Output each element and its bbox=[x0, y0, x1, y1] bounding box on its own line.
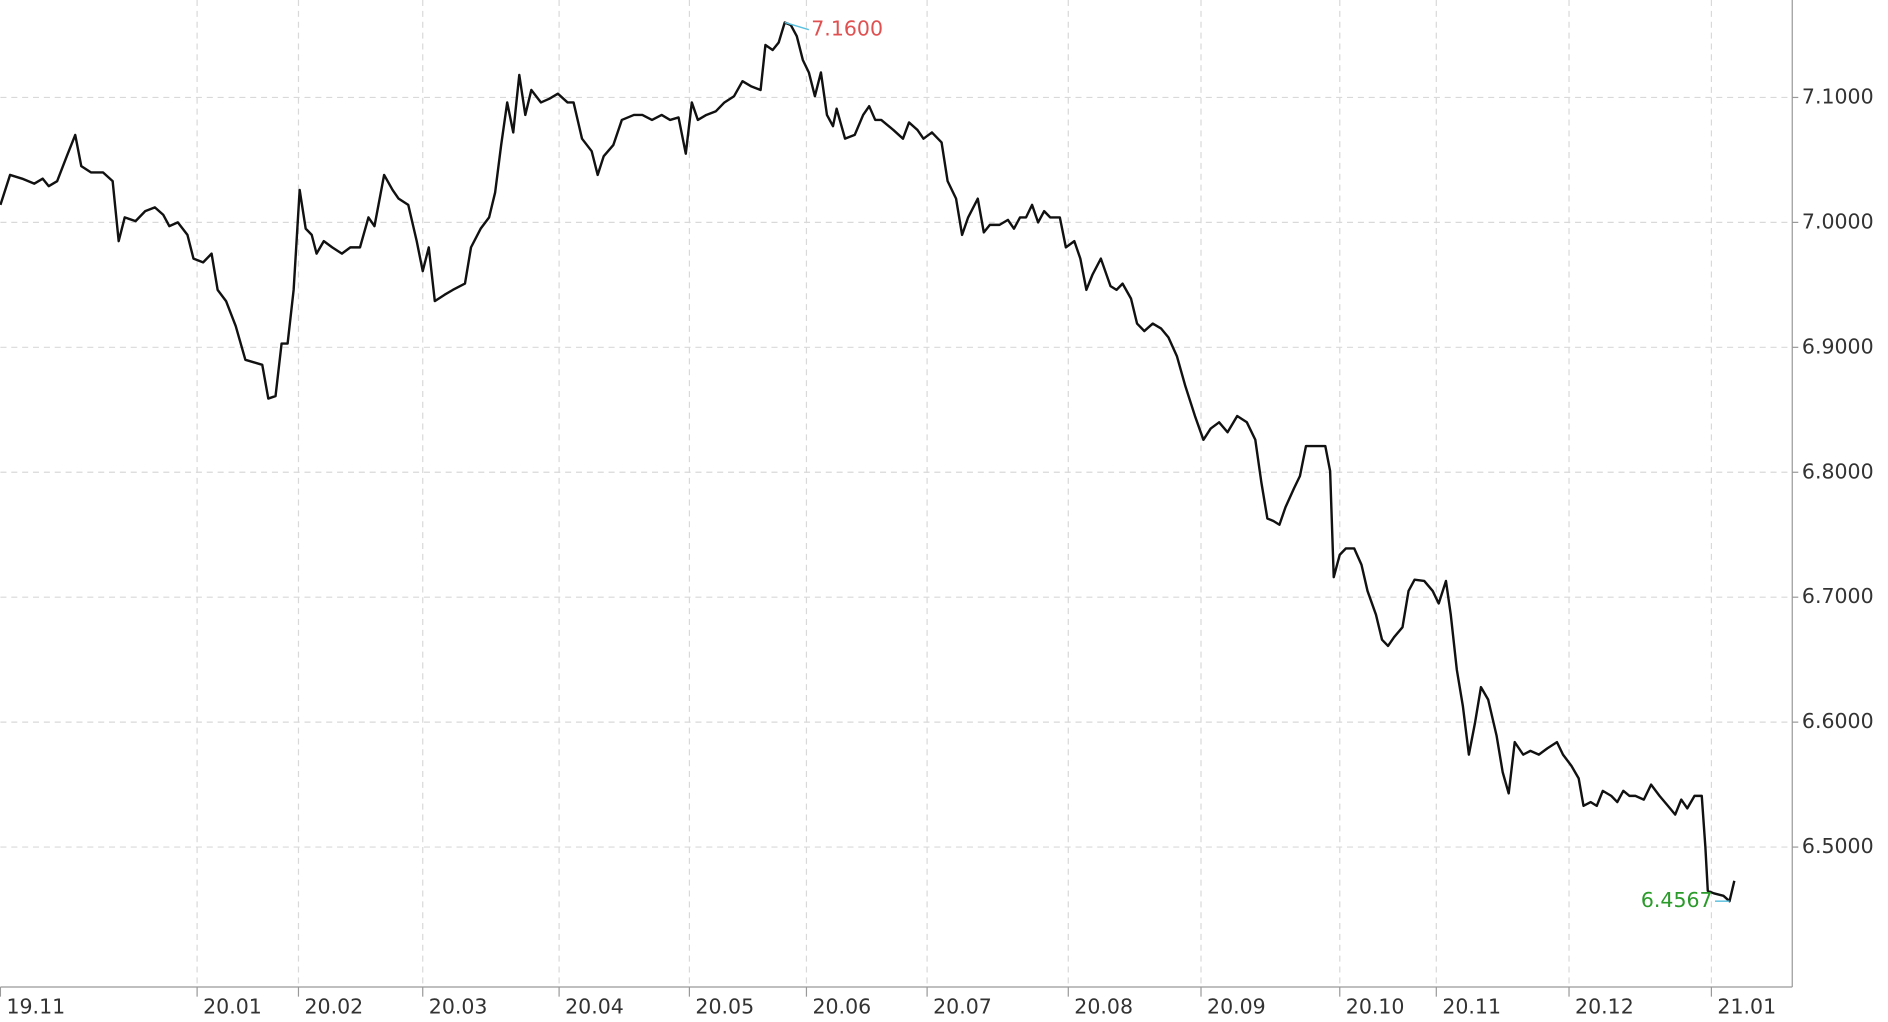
x-tick-label: 19.11 bbox=[6, 995, 65, 1019]
x-tick-label: 20.05 bbox=[695, 995, 754, 1019]
price-line bbox=[0, 21, 1736, 903]
x-tick-label: 20.10 bbox=[1346, 995, 1405, 1019]
y-tick-label: 7.1000 bbox=[1802, 84, 1874, 108]
annotation-arrow bbox=[784, 21, 810, 31]
x-tick-label: 20.08 bbox=[1074, 995, 1133, 1019]
annotation-label: 6.4567 bbox=[1641, 888, 1713, 912]
y-tick-label: 6.6000 bbox=[1802, 709, 1874, 733]
y-tick-label: 7.0000 bbox=[1802, 209, 1874, 233]
y-tick-label: 6.9000 bbox=[1802, 334, 1874, 358]
annotation-label: 7.1600 bbox=[811, 17, 883, 41]
x-tick-label: 20.04 bbox=[565, 995, 624, 1019]
y-tick-label: 6.8000 bbox=[1802, 459, 1874, 483]
x-tick-label: 20.07 bbox=[933, 995, 992, 1019]
x-tick-label: 20.06 bbox=[812, 995, 871, 1019]
y-tick-label: 6.7000 bbox=[1802, 584, 1874, 608]
y-tick-label: 6.5000 bbox=[1802, 834, 1874, 858]
x-tick-label: 20.03 bbox=[429, 995, 488, 1019]
x-tick-label: 20.12 bbox=[1575, 995, 1634, 1019]
x-tick-label: 20.11 bbox=[1442, 995, 1501, 1019]
x-tick-label: 20.09 bbox=[1207, 995, 1266, 1019]
x-tick-label: 20.02 bbox=[304, 995, 363, 1019]
x-tick-label: 20.01 bbox=[203, 995, 262, 1019]
x-tick-label: 21.01 bbox=[1717, 995, 1776, 1019]
